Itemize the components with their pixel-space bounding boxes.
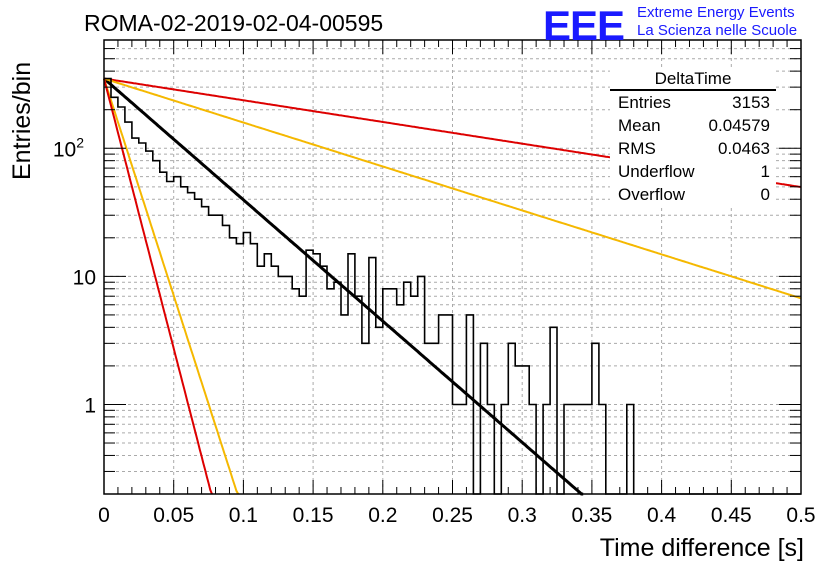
x-tick-label: 0.2 <box>368 504 397 527</box>
x-tick-label: 0.15 <box>293 504 334 527</box>
stats-label: Overflow <box>618 185 686 204</box>
exp-curve <box>103 78 213 495</box>
exp-curve <box>103 77 584 496</box>
axis-ticks: 0 0.05 0.1 0.15 0.2 0.25 0.3 0.35 0.4 0.45 0.51101… <box>53 39 816 527</box>
y-tick-label: 1 <box>84 394 96 417</box>
x-tick-label: 0.5 <box>786 504 815 527</box>
stats-label: Mean <box>618 116 661 135</box>
x-tick-label: 0.25 <box>432 504 473 527</box>
stats-row-underflow: Underflow 1 <box>610 160 776 183</box>
x-tick-label: 0.1 <box>229 504 258 527</box>
x-tick-label: 0.45 <box>711 504 752 527</box>
stats-value: 0.04579 <box>708 116 770 135</box>
y-tick-label: 102 <box>53 134 84 161</box>
y-tick-label: 10 <box>73 266 96 289</box>
y-axis-label: Entries/bin <box>8 61 36 180</box>
x-axis-label: Time difference [s] <box>599 534 804 562</box>
exp-curve <box>103 77 802 300</box>
stats-row-overflow: Overflow 0 <box>610 183 776 206</box>
stats-value: 0 <box>760 185 770 204</box>
logo-line-2: La Scienza nelle Scuole <box>637 22 798 39</box>
logo-line-1: Extreme Energy Events <box>637 4 795 21</box>
page-title: ROMA-02-2019-02-04-00595 <box>84 10 384 36</box>
stats-row-mean: Mean 0.04579 <box>610 114 776 137</box>
eee-logo: EEE <box>543 2 625 49</box>
exp-curve <box>103 78 240 495</box>
x-tick-label: 0 <box>98 504 110 527</box>
x-tick-label: 0.05 <box>153 504 194 527</box>
logo-caption: Extreme Energy Events La Scienza nelle S… <box>637 4 797 40</box>
stats-label: RMS <box>618 139 656 158</box>
stats-label: Entries <box>618 93 671 112</box>
x-tick-label: 0.35 <box>571 504 612 527</box>
stats-value: 1 <box>760 162 770 181</box>
stats-value: 3153 <box>732 93 770 112</box>
stats-row-rms: RMS 0.0463 <box>610 137 776 160</box>
x-tick-label: 0.4 <box>647 504 677 527</box>
stats-row-entries: Entries 3153 <box>610 91 776 114</box>
stats-box: DeltaTime Entries 3153 Mean 0.04579 RMS … <box>610 69 776 206</box>
stats-title: DeltaTime <box>610 69 776 91</box>
x-tick-label: 0.3 <box>508 504 537 527</box>
stats-label: Underflow <box>618 162 695 181</box>
stats-value: 0.0463 <box>718 139 770 158</box>
